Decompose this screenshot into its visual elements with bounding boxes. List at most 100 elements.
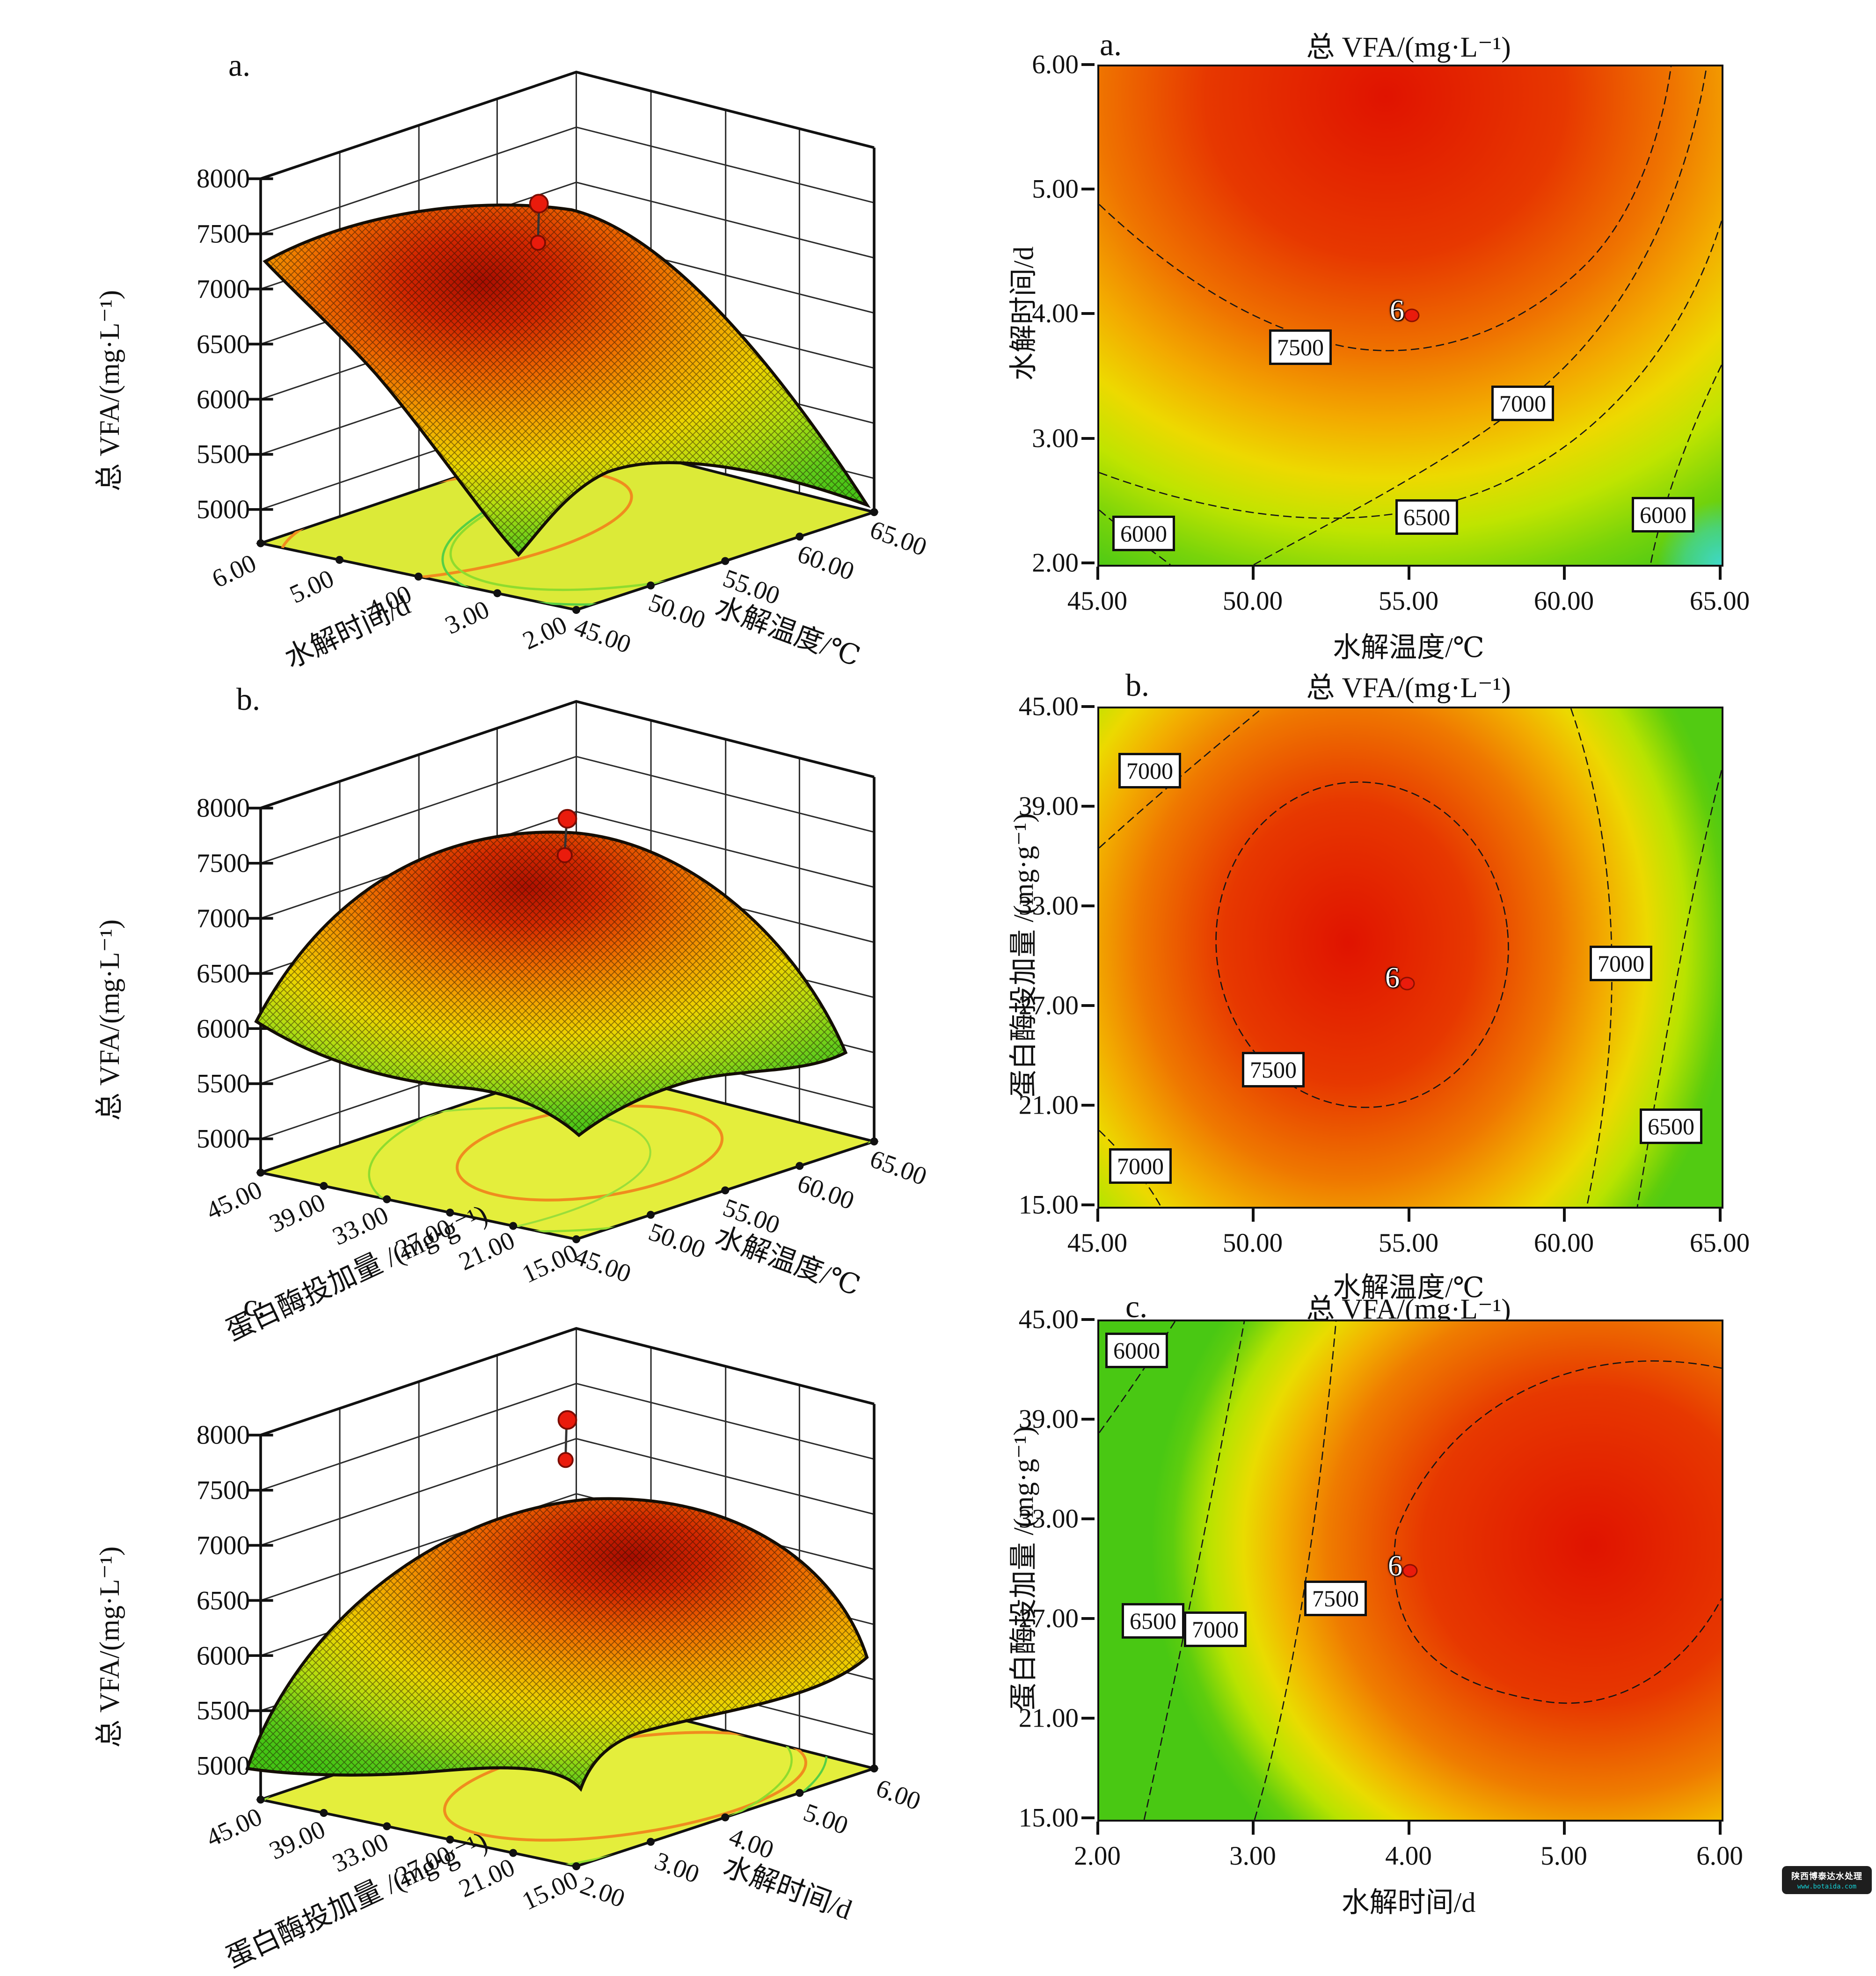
z-axis-title: 总 VFA/(mg·L⁻¹) bbox=[94, 919, 125, 1121]
y-tick: 45.00 bbox=[1018, 1305, 1079, 1334]
z-tick: 5500 bbox=[197, 1069, 250, 1099]
contour-label: 7500 bbox=[1242, 1052, 1305, 1087]
z-tick: 5000 bbox=[197, 1751, 250, 1781]
y-tick: 39.00 bbox=[1018, 791, 1079, 821]
y-tick: 33.00 bbox=[1018, 891, 1079, 921]
z-tick: 5500 bbox=[197, 1696, 250, 1726]
y-tick: 6.00 bbox=[1032, 50, 1079, 80]
x-axis-title: 水解温度/℃ bbox=[1333, 632, 1484, 663]
y-tick: 5.00 bbox=[1032, 174, 1079, 204]
contour-label: 6500 bbox=[1122, 1603, 1184, 1639]
contour-plot-b: b. 总 VFA/(mg·L⁻¹) 7000 7500 7000 6500 70… bbox=[992, 648, 1872, 1303]
panel-letter-a3d: a. bbox=[228, 47, 251, 83]
design-point bbox=[1402, 1564, 1418, 1578]
x-tick: 5.00 bbox=[1540, 1841, 1587, 1871]
y-axis-title: 水解时间/d bbox=[1008, 246, 1039, 381]
contour-label: 7500 bbox=[1304, 1581, 1367, 1616]
x-tick: 65.00 bbox=[1689, 586, 1750, 616]
z-tick: 7000 bbox=[197, 904, 250, 933]
y-tick: 39.00 bbox=[1018, 1404, 1079, 1434]
x-tick: 6.00 bbox=[1696, 1841, 1743, 1871]
design-points-c bbox=[557, 1410, 577, 1468]
y-tick: 27.00 bbox=[1018, 991, 1079, 1021]
z-axis-title: 总 VFA/(mg·L⁻¹) bbox=[94, 290, 125, 492]
contour-area-a: 7500 7000 6500 6000 6000 6 bbox=[1097, 65, 1723, 567]
contour-plot-c: c. 总 VFA/(mg·L⁻¹) 6000 6500 7000 7500 6 … bbox=[992, 1275, 1872, 1918]
design-points-b bbox=[556, 809, 577, 863]
contour-plot-a: a. 总 VFA/(mg·L⁻¹) 7500 7000 6500 6000 60… bbox=[992, 19, 1872, 663]
z-tick: 7000 bbox=[197, 274, 250, 304]
z-tick: 5500 bbox=[197, 439, 250, 469]
surface-plot-a-drawing bbox=[248, 71, 879, 614]
design-points-a bbox=[529, 194, 549, 251]
panel-letter-b3d: b. bbox=[236, 681, 260, 717]
y-tick: 21.00 bbox=[1018, 1090, 1079, 1120]
y-tick: 2.00 bbox=[1032, 548, 1079, 578]
z-tick: 8000 bbox=[197, 793, 250, 823]
z-tick: 7500 bbox=[197, 848, 250, 878]
x-axis-title: 水解温度/℃ bbox=[1333, 1272, 1484, 1303]
contour-area-c: 6000 6500 7000 7500 6 bbox=[1097, 1320, 1723, 1822]
figure-canvas: { "watermark": {"line1": "陕西博泰达水处理", "li… bbox=[56, 19, 1872, 1974]
y-axis-title: 蛋白酶投加量 /(mg·g⁻¹) bbox=[1008, 813, 1039, 1098]
contour-label: 6500 bbox=[1640, 1108, 1702, 1144]
panel-letter-c3d: c. bbox=[243, 1287, 266, 1323]
z-tick: 7500 bbox=[197, 219, 250, 249]
surface-plot-c: c. bbox=[56, 1275, 945, 1974]
z-tick: 5000 bbox=[197, 495, 250, 525]
contour-label: 7000 bbox=[1118, 753, 1181, 788]
contour-label: 6000 bbox=[1112, 516, 1175, 551]
x-tick: 50.00 bbox=[1222, 586, 1283, 616]
panel-letter-a-contour: a. bbox=[1100, 27, 1122, 62]
z-tick: 6500 bbox=[197, 959, 250, 989]
y-tick: 3.00 bbox=[1032, 423, 1079, 453]
design-point-label: 6 bbox=[1388, 1550, 1402, 1582]
x-tick: 2.00 bbox=[1074, 1841, 1121, 1871]
x-tick: 60.00 bbox=[1533, 1228, 1594, 1258]
z-tick: 7500 bbox=[197, 1475, 250, 1505]
panel-letter-b-contour: b. bbox=[1125, 667, 1149, 703]
z-axis-title: 总 VFA/(mg·L⁻¹) bbox=[94, 1546, 125, 1748]
surface-plot-a: a. bbox=[56, 19, 945, 674]
z-tick: 6000 bbox=[197, 385, 250, 415]
y-axis-title: 蛋白酶投加量 /(mg·g⁻¹) bbox=[1008, 1426, 1039, 1711]
x-tick: 3.00 bbox=[1229, 1841, 1276, 1871]
y-tick: 33.00 bbox=[1018, 1504, 1079, 1534]
y-tick: 15.00 bbox=[1018, 1803, 1079, 1833]
watermark-badge: 陕西博泰达水处理 www.botaida.com bbox=[1782, 1866, 1872, 1894]
contour-label: 7000 bbox=[1184, 1611, 1247, 1647]
surface-plot-c-drawing bbox=[245, 1327, 879, 1871]
z-tick: 6000 bbox=[197, 1014, 250, 1044]
design-point-label: 6 bbox=[1385, 962, 1400, 994]
contour-title: 总 VFA/(mg·L⁻¹) bbox=[1306, 672, 1511, 704]
x-tick: 55.00 bbox=[1378, 1228, 1439, 1258]
x-tick: 45.00 bbox=[1067, 586, 1128, 616]
watermark-name: 陕西博泰达水处理 bbox=[1791, 1872, 1862, 1881]
x-tick: 65.00 bbox=[1689, 1228, 1750, 1258]
contour-title: 总 VFA/(mg·L⁻¹) bbox=[1306, 32, 1511, 63]
z-tick: 6000 bbox=[197, 1641, 250, 1671]
panel-letter-c-contour: c. bbox=[1125, 1289, 1148, 1324]
contour-label: 7500 bbox=[1269, 329, 1332, 365]
x-tick: 45.00 bbox=[1067, 1228, 1128, 1258]
z-tick: 8000 bbox=[197, 164, 250, 194]
design-point-label: 6 bbox=[1390, 294, 1404, 327]
contour-label: 7000 bbox=[1109, 1148, 1172, 1184]
y-tick: 4.00 bbox=[1032, 299, 1079, 328]
x-axis-title: 水解时间/d bbox=[1341, 1887, 1476, 1918]
y-tick: 45.00 bbox=[1018, 692, 1079, 722]
watermark-url: www.botaida.com bbox=[1797, 1883, 1857, 1890]
surface-plot-b-drawing bbox=[248, 700, 879, 1244]
design-point bbox=[1399, 977, 1415, 991]
z-tick: 6500 bbox=[197, 1586, 250, 1616]
z-tick: 8000 bbox=[197, 1420, 250, 1450]
z-tick: 6500 bbox=[197, 329, 250, 359]
contour-label: 7000 bbox=[1491, 386, 1554, 421]
x-tick: 4.00 bbox=[1385, 1841, 1432, 1871]
contour-label: 6000 bbox=[1632, 497, 1694, 532]
x-tick: 60.00 bbox=[1533, 586, 1594, 616]
design-point bbox=[1404, 308, 1420, 322]
contour-label: 7000 bbox=[1590, 946, 1652, 981]
contour-label: 6500 bbox=[1395, 499, 1458, 535]
contour-label: 6000 bbox=[1105, 1333, 1168, 1368]
